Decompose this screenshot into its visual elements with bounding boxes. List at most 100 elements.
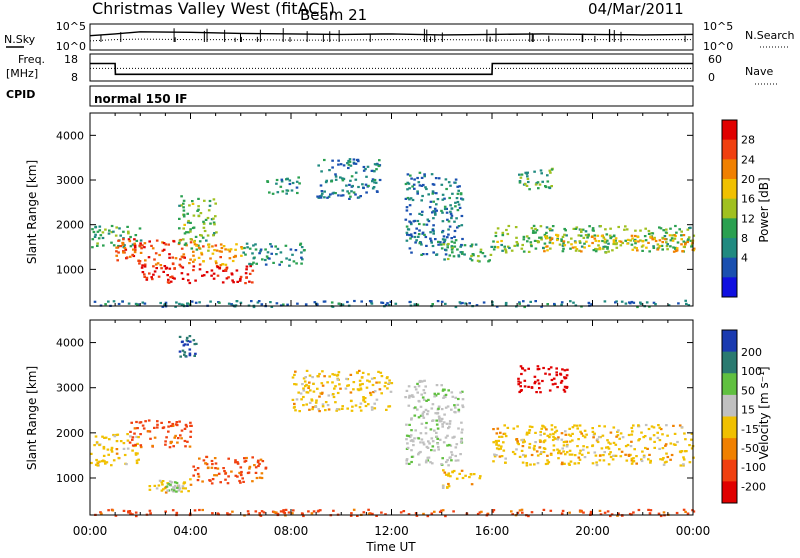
velocity-cell [291,398,295,401]
velocity-cell [476,512,480,516]
power-cell [447,181,451,184]
power-cell [189,241,193,244]
power-cell [270,305,274,308]
power-cell [644,239,648,242]
power-cell [464,302,467,305]
power-cell [409,197,413,200]
power-cell [684,299,687,302]
velocity-cell [447,472,451,475]
velocity-cell [418,463,421,466]
power-cell [405,225,409,228]
velocity-cell [450,451,453,454]
power-cell [686,228,690,231]
velocity-cell [564,433,568,436]
velocity-cell [320,392,324,395]
power-cell [348,197,351,200]
velocity-cell [430,512,434,515]
power-cell [443,207,447,211]
velocity-cell [367,403,370,406]
power-cell [213,232,216,235]
power-cell [676,241,680,244]
velocity-cell [424,461,428,464]
velocity-cell [443,471,447,474]
power-cell [323,158,326,162]
power-cell [587,235,590,238]
power-cell [519,176,523,179]
power-cell [248,262,251,265]
power-cell [367,184,370,187]
velocity-cell [337,408,341,411]
power-cell [549,227,552,231]
velocity-cell [478,477,482,480]
power-cell [235,300,239,303]
velocity-cell [653,440,656,443]
velocity-cell [369,391,372,394]
power-cell [143,275,146,278]
velocity-cell [683,432,686,435]
velocity-cell [262,511,266,514]
power-cell [548,236,552,239]
power-cell [504,301,508,305]
power-cell [192,269,195,272]
power-cell [446,236,449,239]
power-cell [244,253,247,256]
power-cell [187,279,190,282]
velocity-cell [383,385,387,388]
velocity-cell [568,440,572,443]
velocity-cell [196,472,200,476]
velocity-cell [461,405,465,409]
power-cell [591,229,595,232]
power-cell [117,244,120,248]
velocity-cell [135,459,139,462]
power-cell [620,300,624,303]
power-cell [98,229,102,232]
power-cell [139,251,143,254]
power-cell [563,227,566,231]
power-cell [110,224,114,228]
velocity-cell [421,414,425,417]
power-cell [457,189,460,192]
power-cell [418,229,421,232]
power-cell [215,231,218,234]
velocity-cell [441,486,445,489]
velocity-cell [321,403,325,406]
power-cell [238,279,242,282]
power-cell [607,250,610,253]
power-cell [209,257,212,260]
power-cell [258,252,261,255]
power-cell [248,280,251,283]
velocity-cell [405,462,408,465]
velocity-cell [335,408,339,411]
power-cell [231,279,234,282]
power-cell [175,301,178,304]
power-cell [619,244,623,247]
power-cell [251,269,255,272]
velocity-cell [101,435,104,438]
power-cell [454,201,457,204]
velocity-cell [257,464,260,468]
velocity-cell [591,462,595,465]
velocity-cell [311,376,314,379]
power-cell [112,300,116,303]
velocity-cell [312,382,315,385]
power-cell [596,234,600,237]
velocity-cell [110,448,113,451]
velocity-cell [447,427,450,430]
velocity-panel-frame [89,319,694,516]
velocity-cell [444,393,448,396]
velocity-cell [408,423,411,426]
power-cell [151,247,155,250]
power-cell [320,194,323,197]
velocity-cell [446,405,450,408]
freq-label-1: Freq. [18,53,45,66]
power-cell [346,300,349,304]
velocity-cell [341,405,344,408]
velocity-cell [486,513,489,516]
power-cell [522,235,526,238]
cpid-label: CPID [6,88,35,101]
power-cell [671,234,674,237]
power-cell [634,234,637,238]
power-cell [520,173,524,176]
power-cell [534,231,537,234]
velocity-cell [164,440,167,443]
